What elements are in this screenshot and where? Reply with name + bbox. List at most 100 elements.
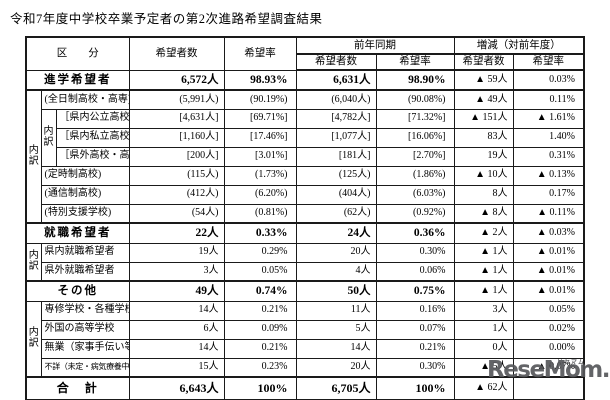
row-label: 外国の高等学校 [40, 319, 130, 340]
cell-value: 98.93% [223, 69, 297, 91]
cell-value: 22人 [128, 222, 225, 244]
cell-value: 19人 [453, 146, 514, 167]
cell-value: [17.46%] [223, 127, 297, 148]
row-label: (全日制高校・高専) [40, 89, 130, 110]
cell-value: [2.70%] [375, 146, 455, 167]
uchiwake-label: 内訳 [40, 108, 57, 167]
cell-value: (1.73%) [223, 165, 297, 186]
cell-value: (125人) [295, 165, 377, 186]
cell-value: [181人] [295, 146, 377, 167]
cell-value: 0.21% [223, 300, 297, 321]
cell-value: ▲ 2人 [453, 222, 514, 244]
header-prev-rate: 希望率 [375, 53, 455, 71]
cell-value: 20人 [295, 357, 377, 378]
row-label: 無業（家事手伝い等） [40, 338, 130, 359]
cell-value: ▲ 0.13% [512, 165, 585, 186]
uchiwake-char: 訳 [43, 136, 54, 148]
cell-value: ▲ 1人 [453, 242, 514, 263]
row-label: ［県内私立高校］ [55, 127, 130, 148]
cell-value: 6人 [128, 319, 225, 340]
cell-value: 0.29% [223, 242, 297, 263]
cell-value: 0.74% [223, 280, 297, 302]
cell-value: ▲ 0.03% [512, 222, 585, 244]
table-row: 内訳 (全日制高校・高専) (5,991人) (90.19%) (6,040人) (90.… [25, 89, 585, 224]
cell-value [512, 376, 585, 400]
cell-value: ▲ 0.01% [512, 280, 585, 302]
cell-value: 14人 [128, 338, 225, 359]
cell-value: 0人 [453, 338, 514, 359]
row-label: 不詳（未定・病気療養中等） [40, 357, 130, 378]
cell-value: 0.23% [223, 357, 297, 378]
cell-value: 6,705人 [295, 376, 377, 400]
cell-value: ▲ 59人 [453, 69, 514, 91]
cell-value: (90.19%) [223, 89, 297, 110]
table-row: (特別支援学校) (54人) (0.81%) (62人) (0.92%) ▲ 8人 ▲ 0.… [26, 203, 585, 224]
uchiwake-char: 訳 [28, 260, 39, 272]
row-label: その他 [25, 280, 130, 302]
cell-value: 0.05% [223, 261, 297, 282]
cell-value: (6.20%) [223, 184, 297, 205]
cell-value: [200人] [128, 146, 225, 167]
cell-value: 0.17% [512, 184, 585, 205]
cell-value: 0.00% [512, 338, 585, 359]
cell-value: 0.16% [375, 300, 455, 321]
uchiwake-char: 内 [43, 126, 54, 137]
cell-value: (6.03%) [375, 184, 455, 205]
cell-value: [3.01%] [223, 146, 297, 167]
cell-value: (404人) [295, 184, 377, 205]
uchiwake-label: 内訳 [25, 89, 42, 224]
watermark-ruby: リセマム [556, 359, 585, 366]
cell-value: 14人 [295, 338, 377, 359]
cell-value: 49人 [128, 280, 225, 302]
uchiwake-box: 内訳 [27, 251, 40, 272]
cell-value: 0.36% [375, 222, 455, 244]
cell-value: ▲ 0.11% [512, 203, 585, 224]
uchiwake-char: 内 [28, 145, 39, 156]
resemom-watermark: リセマム ReseMom. [487, 357, 610, 383]
table-row: 内訳専修学校・各種学校 14人 0.21% 11人 0.16% 3人 0.05% [25, 300, 585, 378]
cell-value: (0.92%) [375, 203, 455, 224]
cell-value: 14人 [128, 300, 225, 321]
header-rate: 希望率 [223, 36, 297, 71]
survey-result-table: 区 分 希望者数 希望率 前年同期 増減（対前年度） 希望者数 希望率 希望者数… [25, 36, 585, 400]
cell-value: 98.90% [375, 69, 455, 91]
cell-value: 0.05% [512, 300, 585, 321]
row-label: (特別支援学校) [40, 203, 130, 224]
cell-value: 0.03% [512, 69, 585, 91]
header-row-2: 希望者数 希望率 希望者数 希望率 [26, 53, 585, 71]
cell-value: (54人) [128, 203, 225, 224]
header-prev-year: 前年同期 [295, 36, 455, 55]
row-label: (定時制高校) [40, 165, 130, 186]
row-label: 専修学校・各種学校 [40, 300, 130, 321]
cell-value: 20人 [295, 242, 377, 263]
cell-value: (5,991人) [128, 89, 225, 110]
cell-value: 5人 [295, 319, 377, 340]
cell-value: (115人) [128, 165, 225, 186]
header-applicants: 希望者数 [128, 36, 225, 71]
cell-value: 15人 [128, 357, 225, 378]
row-label: 合 計 [25, 376, 130, 400]
cell-value: 50人 [295, 280, 377, 302]
cell-value: 0.31% [512, 146, 585, 167]
cell-value: [1,160人] [128, 127, 225, 148]
cell-value: 0.33% [223, 222, 297, 244]
uchiwake-box: 内訳 [27, 328, 40, 349]
cell-value: (90.08%) [375, 89, 455, 110]
row-label: 県外就職希望者 [40, 261, 130, 282]
row-label: ［県外高校・高専］ [55, 146, 130, 167]
header-row-1: 区 分 希望者数 希望率 前年同期 増減（対前年度） [25, 36, 585, 71]
cell-value: 100% [223, 376, 297, 400]
cell-value: 24人 [295, 222, 377, 244]
table-row: 就職希望者 22人 0.33% 24人 0.36% ▲ 2人 ▲ 0.03% [25, 222, 585, 244]
table-row: 内訳［県内公立高校］[4,631人][69.71%][4,782人][71.32… [26, 108, 585, 167]
table-row: ［県内私立高校］[1,160人][17.46%][1,077人][16.06%]… [26, 127, 585, 148]
cell-value: [16.06%] [375, 127, 455, 148]
uchiwake-char: 訳 [28, 337, 39, 349]
cell-value: ▲ 1人 [453, 280, 514, 302]
cell-value: (1.86%) [375, 165, 455, 186]
cell-value: 0.02% [512, 319, 585, 340]
cell-value: 6,572人 [128, 69, 225, 91]
